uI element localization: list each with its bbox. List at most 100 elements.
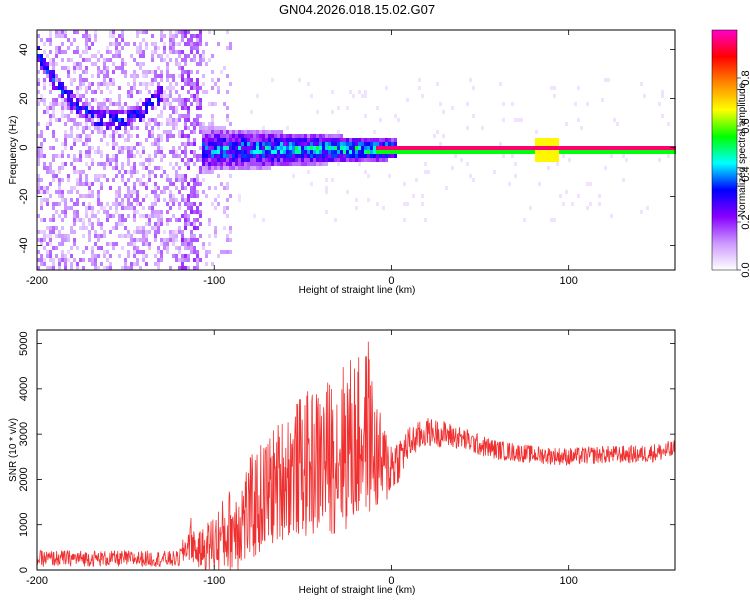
spectrogram-cell — [109, 266, 112, 270]
spectrogram-cell — [247, 130, 250, 134]
spectrogram-cell — [238, 166, 241, 170]
spectrogram-cell — [91, 62, 94, 66]
spectrogram-cell — [535, 142, 538, 146]
spectrogram-cell — [136, 142, 139, 146]
spectrogram-cell — [331, 142, 334, 146]
spectrogram-cell — [190, 230, 193, 234]
spectrogram-cell — [136, 238, 139, 242]
spectrogram-cell — [49, 38, 52, 42]
spectrogram-cell — [148, 98, 151, 102]
spectrogram-cell — [43, 138, 46, 142]
spectrogram-cell — [127, 150, 130, 154]
spectrogram-cell — [646, 146, 649, 150]
spectrogram-cell — [88, 58, 91, 62]
spectrogram-cell — [127, 198, 130, 202]
spectrogram-cell — [157, 250, 160, 254]
spectrogram-cell — [661, 146, 664, 150]
spectrogram-cell — [115, 202, 118, 206]
spectrogram-cell — [385, 146, 388, 150]
spectrogram-cell — [244, 142, 247, 146]
spectrogram-cell — [190, 82, 193, 86]
spectrogram-cell — [472, 114, 475, 118]
spectrogram-cell — [76, 218, 79, 222]
spectrogram-cell — [265, 154, 268, 158]
spectrogram-cell — [115, 130, 118, 134]
spectrogram-cell — [160, 122, 163, 126]
spectrogram-cell — [340, 146, 343, 150]
spectrogram-cell — [37, 230, 40, 234]
spectrogram-cell — [208, 130, 211, 134]
spectrogram-cell — [169, 94, 172, 98]
spectrogram-cell — [181, 266, 184, 270]
spectrogram-cell — [334, 138, 337, 142]
spectrogram-cell — [364, 142, 367, 146]
spectrogram-cell — [277, 154, 280, 158]
spectrogram-cell — [640, 146, 643, 150]
spectrogram-cell — [175, 198, 178, 202]
spectrogram-cell — [85, 70, 88, 74]
spectrogram-cell — [586, 150, 589, 154]
spectrogram-cell — [70, 110, 73, 114]
spectrogram-cell — [67, 90, 70, 94]
spectrogram-cell — [160, 214, 163, 218]
spectrogram-cell — [91, 114, 94, 118]
spectrogram-cell — [40, 154, 43, 158]
spectrogram-cell — [160, 174, 163, 178]
spectrogram-cell — [217, 86, 220, 90]
spectrogram-cell — [58, 186, 61, 190]
spectrogram-cell — [187, 202, 190, 206]
spectrogram-cell — [85, 102, 88, 106]
spectrogram-cell — [43, 102, 46, 106]
spectrogram-cell — [313, 150, 316, 154]
spectrogram-cell — [169, 106, 172, 110]
spectrogram-cell — [166, 246, 169, 250]
spectrogram-cell — [127, 214, 130, 218]
spectrogram-cell — [127, 266, 130, 270]
spectrogram-cell — [208, 186, 211, 190]
snr-y-tick-label: 1000 — [18, 512, 30, 536]
spectrogram-cell — [151, 42, 154, 46]
spectrogram-cell — [556, 142, 559, 146]
spectrogram-cell — [52, 230, 55, 234]
spectrogram-cell — [169, 206, 172, 210]
snr-y-tick-label: 4000 — [18, 377, 30, 401]
spectrogram-cell — [457, 150, 460, 154]
spectrogram-cell — [412, 194, 415, 198]
spectrogram-cell — [97, 194, 100, 198]
spectrogram-cell — [271, 134, 274, 138]
spectrogram-cell — [157, 142, 160, 146]
spectrogram-cell — [37, 178, 40, 182]
spectrogram-cell — [139, 162, 142, 166]
spectrogram-cell — [322, 142, 325, 146]
spectrogram-cell — [424, 218, 427, 222]
spectrogram-cell — [160, 146, 163, 150]
spectrogram-cell — [160, 250, 163, 254]
spectrogram-cell — [160, 154, 163, 158]
spectrogram-cell — [514, 146, 517, 150]
spectrogram-cell — [121, 198, 124, 202]
spectrogram-cell — [160, 98, 163, 102]
spectrogram-cell — [166, 202, 169, 206]
spectrogram-cell — [49, 78, 52, 82]
spectrogram-cell — [316, 158, 319, 162]
spectrogram-cell — [118, 42, 121, 46]
spectrogram-cell — [64, 30, 67, 34]
spectrogram-cell — [211, 202, 214, 206]
spectrogram-cell — [79, 122, 82, 126]
spectrogram-cell — [166, 218, 169, 222]
spectrogram-cell — [64, 66, 67, 70]
spectrogram-cell — [286, 154, 289, 158]
spectrogram-cell — [121, 58, 124, 62]
spectrogram-cell — [316, 162, 319, 166]
spectrogram-cell — [202, 130, 205, 134]
spectrogram-cell — [94, 90, 97, 94]
spectrogram-cell — [445, 146, 448, 150]
spectrogram-cell — [550, 218, 553, 222]
spectrogram-cell — [166, 186, 169, 190]
spectrogram-cell — [190, 58, 193, 62]
spectrogram-cell — [559, 146, 562, 150]
spectrogram-cell — [112, 154, 115, 158]
spectrogram-cell — [610, 146, 613, 150]
spectrogram-cell — [52, 246, 55, 250]
spectrogram-cell — [175, 154, 178, 158]
